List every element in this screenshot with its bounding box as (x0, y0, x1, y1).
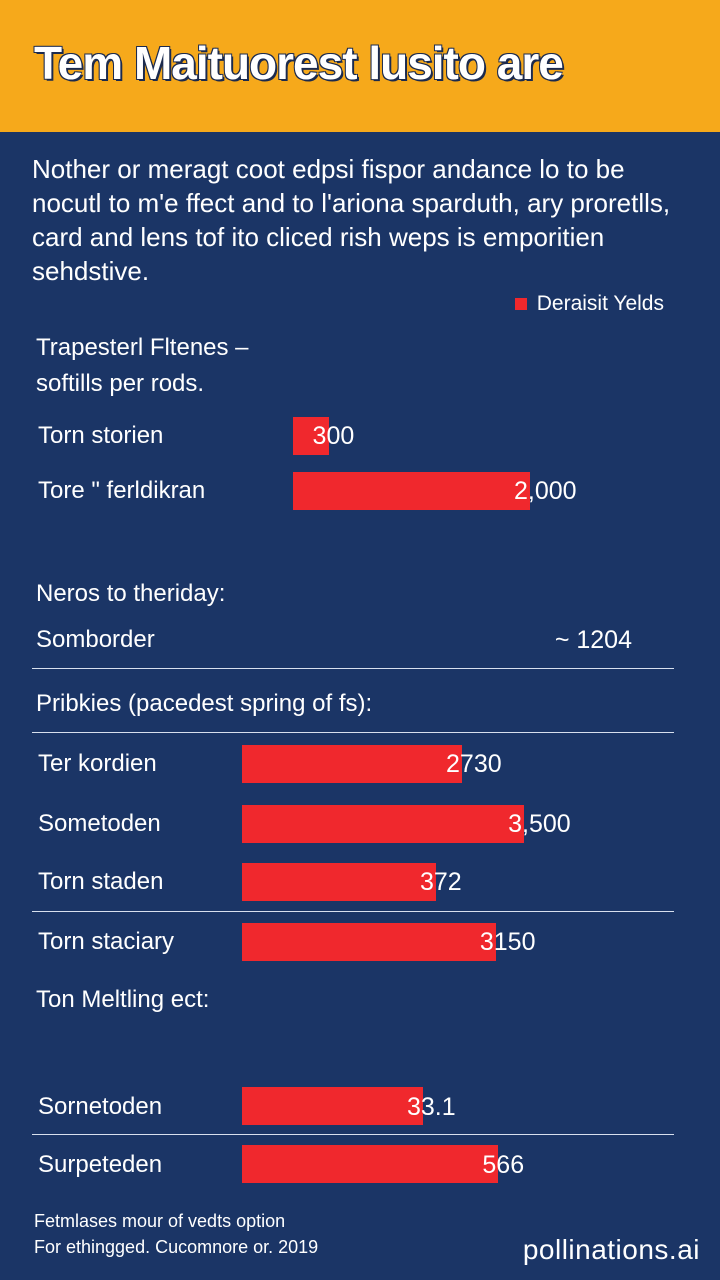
bar-value: 566 (482, 1151, 525, 1179)
footnote-line-2: For ethingged. Cucomnore or. 2019 (34, 1237, 319, 1257)
stat-value: ~ 1204 (554, 626, 632, 654)
watermark: pollinations.ai (522, 1234, 700, 1265)
footnote-line-1: Fetmlases mour of vedts option (34, 1211, 286, 1231)
bar-label: Tore " ferldikran (38, 477, 206, 504)
footnote: Fetmlases mour of vedts option For ethin… (34, 1208, 454, 1260)
stat-label: Somborder (36, 626, 155, 653)
bar (242, 745, 463, 783)
bar-label: Torn staciary (38, 928, 175, 955)
section-title-4: Ton Meltling ect: (36, 986, 210, 1013)
page-title: Tem Maituorest lusito are (34, 37, 564, 89)
bar-value: 2,000 (514, 477, 577, 505)
bar (242, 805, 525, 843)
bar (242, 1087, 423, 1125)
divider (32, 1134, 674, 1135)
bar-label: Sornetoden (38, 1093, 163, 1120)
divider (32, 911, 674, 912)
bar (242, 1145, 499, 1183)
header-banner: Tem Maituorest lusito are (0, 0, 720, 132)
legend-swatch (514, 298, 527, 310)
legend: Deraisit Yelds (514, 292, 664, 316)
bar-label: Ter kordien (38, 750, 157, 777)
bar-label: Torn staden (38, 868, 164, 895)
bar (293, 472, 530, 510)
bar-label: Surpeteden (38, 1151, 163, 1178)
section-title-2: Neros to theriday: (36, 580, 226, 607)
bar (293, 417, 329, 455)
bar-value: 33.1 (407, 1093, 456, 1121)
bar (242, 863, 436, 901)
bar-value: 3,500 (508, 810, 571, 838)
divider (32, 668, 674, 669)
bar-value: 2730 (446, 750, 502, 778)
bar-value: 300 (312, 422, 355, 450)
bar (242, 923, 496, 961)
bar-label: Torn storien (38, 422, 164, 449)
divider (32, 732, 674, 733)
intro-paragraph: Nother or meragt coot edpsi fispor andan… (32, 154, 671, 286)
section-title-1: Trapesterl Fltenes – softills per rods. (36, 334, 249, 397)
bar-value: 3150 (479, 928, 536, 956)
section-title-3: Pribkies (pacedest spring of fs): (36, 690, 373, 717)
legend-label: Deraisit Yelds (536, 292, 664, 315)
bar-value: 372 (420, 868, 462, 896)
bar-label: Sometoden (38, 810, 161, 837)
